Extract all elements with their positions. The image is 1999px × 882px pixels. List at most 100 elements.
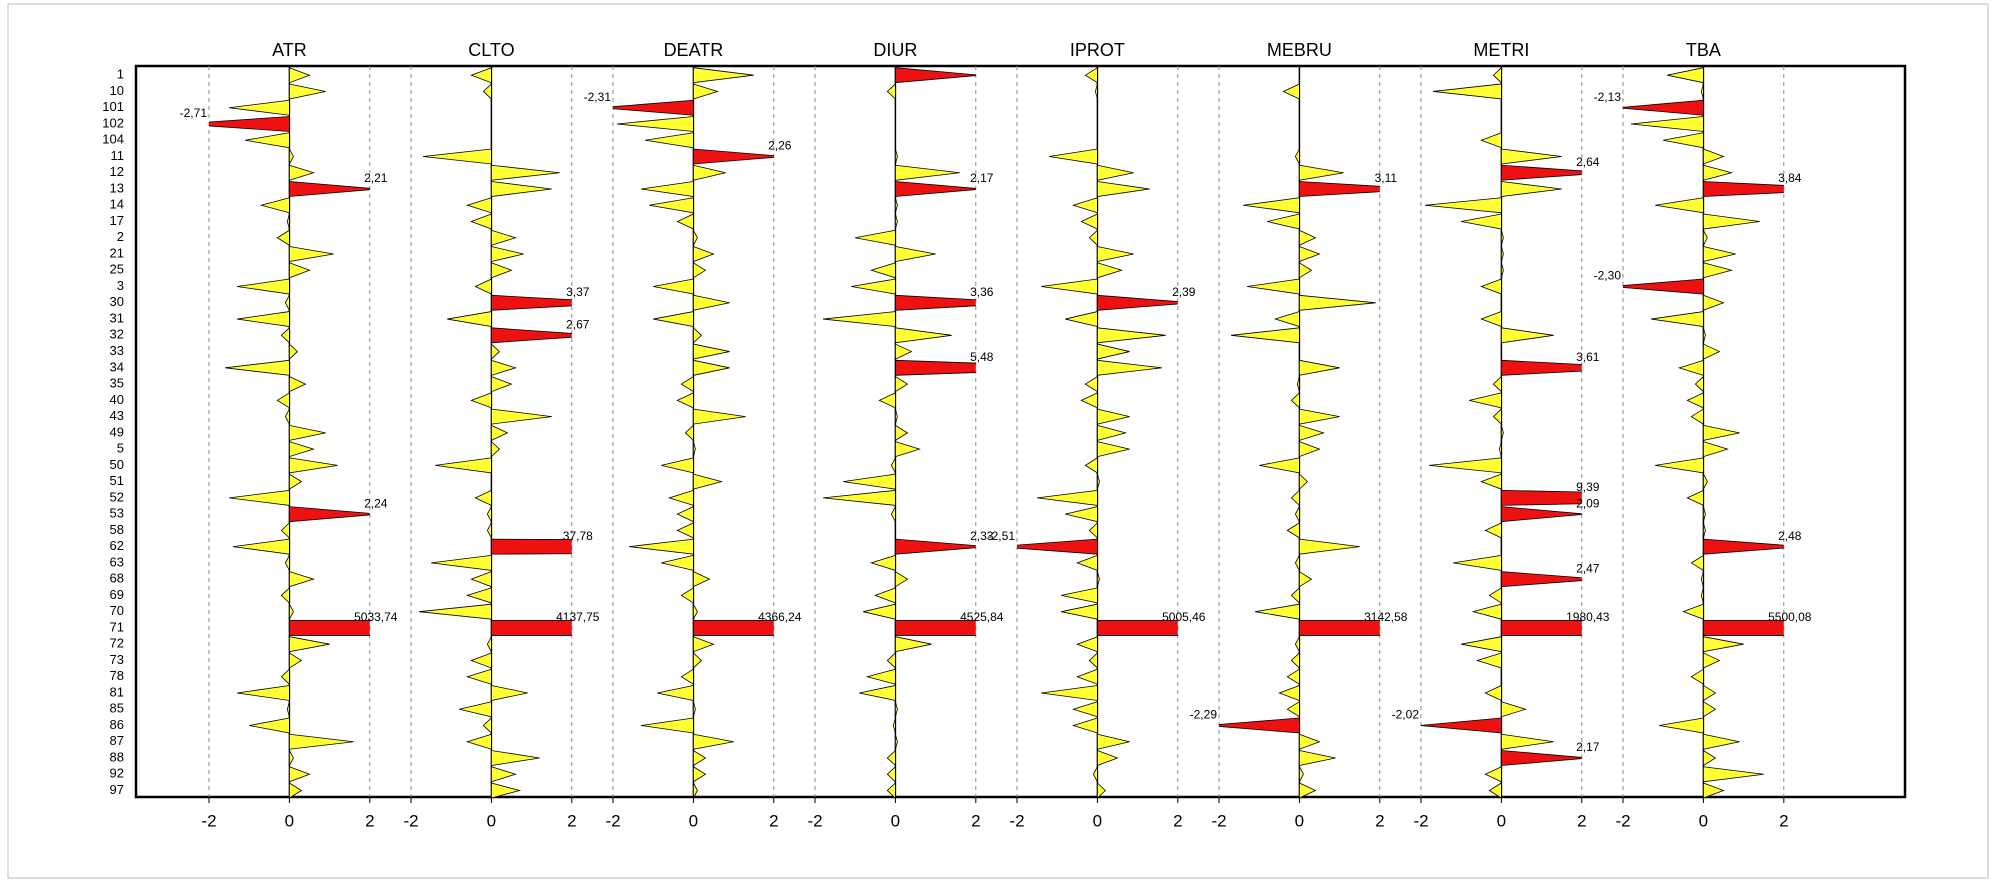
spike [1703,164,1734,181]
spike [851,278,896,295]
row-label: 17 [110,213,124,228]
highlight-spike [490,294,572,311]
value-label: 3,36 [970,285,994,299]
spike [465,733,492,750]
highlight-spike [1501,620,1582,636]
row-label: 49 [110,424,124,439]
row-label: 86 [110,717,124,732]
spike [892,717,896,734]
spike [1299,538,1360,555]
spike [886,782,896,799]
row-label: 88 [110,749,124,764]
spike [1097,733,1130,750]
x-tick-label: -2 [1009,811,1024,830]
spike [1259,457,1300,474]
spike [680,375,694,393]
spike [1088,521,1098,539]
spike [276,392,290,409]
spike [490,440,501,458]
spike [1480,310,1502,328]
spike [693,326,703,344]
value-label: 2,26 [768,139,792,153]
spike [465,668,492,685]
spike [1231,327,1300,344]
spike [1282,83,1300,100]
value-label: 2,67 [566,317,590,331]
highlight-spike [895,359,976,376]
spike [1501,148,1562,165]
spike [1049,148,1098,165]
spike [1651,311,1704,328]
spike [280,521,290,539]
spike [1501,181,1562,197]
spike [1097,782,1107,799]
spike [1097,408,1130,425]
row-label: 97 [110,782,124,797]
value-label: 2,17 [970,171,994,185]
spike [288,652,303,669]
spike [1088,229,1098,247]
spike [1484,522,1502,539]
value-label: 2,39 [1172,285,1196,299]
highlight-spike [693,620,774,636]
x-tick-label: 2 [1577,811,1586,830]
highlight-spike [613,99,694,116]
spike [895,636,932,653]
highlight-spike [1501,571,1582,588]
spike [645,132,694,149]
spike [1097,262,1123,279]
row-label: 21 [110,245,124,260]
highlight-spike [1501,750,1582,766]
spike [1092,766,1098,782]
spike [1080,392,1098,409]
x-tick-label: -2 [1211,811,1226,830]
spike [1299,749,1336,766]
spike [616,116,694,132]
spike [1703,506,1706,522]
spike [878,392,896,409]
spike [1071,717,1098,734]
spike [1299,766,1304,782]
spike [693,245,715,263]
x-tick-label: 0 [891,811,900,830]
row-label: 58 [110,522,124,537]
spike [693,766,707,783]
spike [490,343,501,360]
spike [895,197,898,213]
value-label: 4525,84 [960,610,1004,624]
highlight-spike [490,620,572,636]
row-label: 50 [110,457,124,472]
spike [693,701,696,717]
spike [693,782,698,799]
spike [886,652,896,669]
row-label: 63 [110,554,124,569]
spike [1080,213,1098,230]
spike [1097,327,1166,344]
value-label: 4366,24 [758,610,802,624]
spike [895,246,936,263]
x-tick-label: 0 [689,811,698,830]
spike [288,473,303,490]
row-label: 51 [110,473,124,488]
spike [486,522,492,539]
spike [1690,668,1704,685]
spike [1299,733,1321,750]
spike [225,359,290,376]
x-tick-label: 2 [1779,811,1788,830]
spike [1703,684,1717,702]
row-label: 71 [110,619,124,634]
spike [490,684,528,701]
spike [1428,457,1502,474]
spike [1484,684,1502,702]
spike [233,538,290,555]
spike [1690,554,1704,572]
spike [1097,474,1100,490]
spike [1294,506,1300,522]
row-label: 14 [110,197,124,212]
x-tick-label: -2 [1413,811,1428,830]
value-label: -2,51 [988,529,1016,543]
spike [661,457,694,474]
spike [1097,343,1130,360]
x-tick-label: -2 [605,811,620,830]
spike [1273,311,1300,328]
